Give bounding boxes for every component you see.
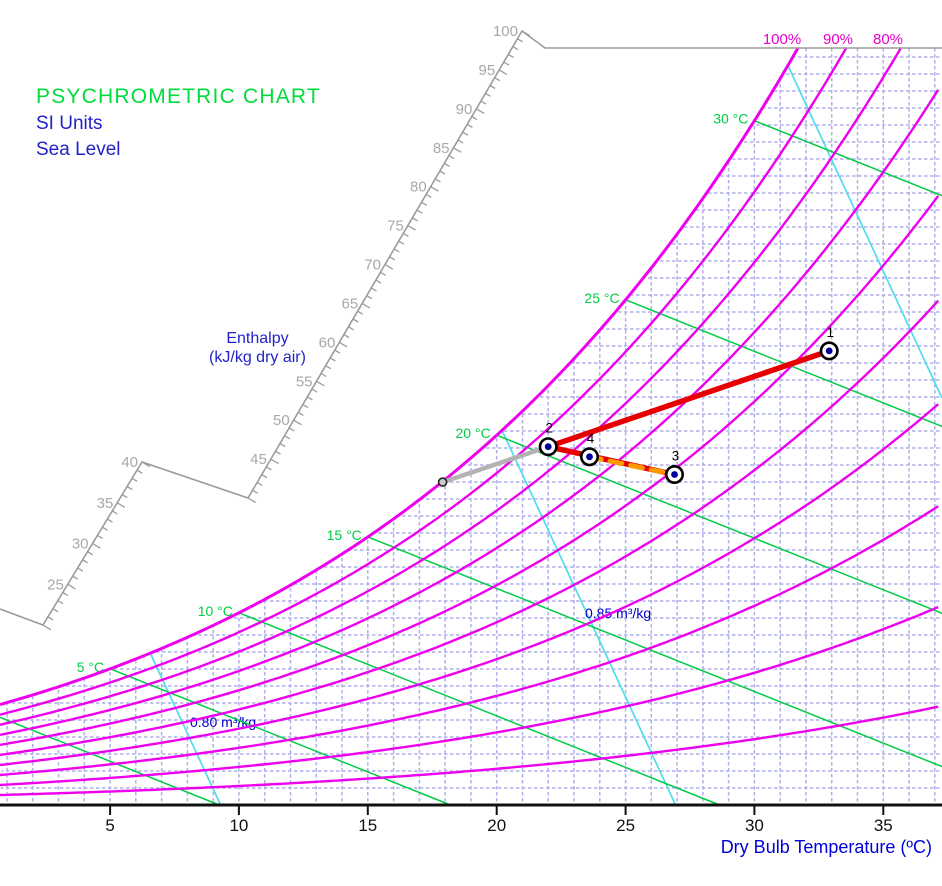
- wet-bulb-label: 20 °C: [456, 425, 491, 441]
- enthalpy-axis-label: Enthalpy (kJ/kg dry air): [165, 329, 350, 367]
- specific-volume-line-0.8: [149, 652, 222, 806]
- rh-curve-50: [0, 299, 940, 757]
- rh-curve-90: [0, 47, 848, 716]
- x-axis-tick-label: 35: [874, 816, 893, 835]
- x-axis: 5 10 15 20 25 30 35: [0, 803, 942, 835]
- state-point-label: 1: [826, 325, 834, 340]
- enthalpy-tick-label: 75: [387, 218, 404, 235]
- state-point-dot: [825, 347, 833, 355]
- enthalpy-tick-label: 25: [47, 576, 64, 593]
- rh-curve-40: [0, 403, 939, 767]
- state-point-4[interactable]: 4: [579, 431, 599, 467]
- rh-percent-label: 90%: [823, 31, 853, 48]
- state-point-start[interactable]: [437, 477, 448, 487]
- state-point-dot: [671, 471, 678, 478]
- x-axis-title: Dry Bulb Temperature (ºC): [720, 837, 932, 857]
- wet-bulb-line-0: [0, 716, 220, 806]
- rh-curve-30: [0, 505, 939, 777]
- process-line-start-2: [440, 444, 551, 485]
- enthalpy-tick-label: 80: [410, 179, 427, 196]
- wet-bulb-label: 15 °C: [327, 527, 362, 543]
- state-point-dot: [586, 453, 593, 461]
- wet-bulb-label: 30 °C: [713, 111, 748, 127]
- wet-bulb-line-25: [625, 299, 942, 428]
- state-point-2[interactable]: 2: [538, 421, 558, 457]
- rh-top-labels: 100% 90% 80%: [763, 31, 903, 48]
- enthalpy-tick-label: 90: [456, 101, 473, 118]
- state-points: 1 2 3 4: [437, 325, 839, 487]
- rh-curve-20: [0, 605, 939, 787]
- x-axis-tick-label: 25: [616, 816, 635, 835]
- enthalpy-axis-label-line2: (kJ/kg dry air): [209, 349, 306, 366]
- rh-curve-10: [0, 705, 939, 797]
- specific-volume-line-0.9: [786, 64, 942, 399]
- rh-percent-label: 80%: [873, 31, 903, 48]
- rh-curve-80: [0, 47, 902, 726]
- enthalpy-tick-label: 60: [319, 334, 336, 351]
- wet-bulb-line-20: [496, 434, 942, 614]
- wet-bulb-line-5: [109, 668, 451, 806]
- state-point-1[interactable]: 1: [819, 325, 839, 361]
- process-line-4-3: [587, 454, 677, 477]
- process-lines: [440, 348, 832, 485]
- subtitle-altitude: Sea Level: [36, 139, 121, 160]
- rh-percent-label: 100%: [763, 31, 801, 48]
- specific-volume-label: 0.85 m³/kg: [585, 605, 651, 621]
- enthalpy-tick-label: 70: [364, 257, 381, 274]
- wet-bulb-line-10: [238, 612, 720, 806]
- wet-bulb-label: 25 °C: [584, 290, 619, 306]
- state-point-label: 2: [545, 421, 553, 436]
- enthalpy-scale: 25 30 35 40 45 50 55 60 65 70 75 80 85 90 95 100: [0, 23, 942, 631]
- rh-curve-60: [0, 195, 940, 747]
- wet-bulb-label: 10 °C: [198, 603, 233, 619]
- enthalpy-tick-label: 50: [273, 412, 290, 429]
- state-point-label: 4: [587, 431, 595, 446]
- enthalpy-tick-label: 40: [121, 454, 138, 471]
- x-axis-tick-label: 15: [358, 816, 377, 835]
- enthalpy-axis-label-line1: Enthalpy: [226, 330, 289, 347]
- enthalpy-tick-label: 35: [97, 495, 114, 512]
- x-axis-tick-label: 5: [105, 816, 114, 835]
- wet-bulb-line-15: [367, 536, 942, 768]
- process-line-2-1: [545, 348, 832, 450]
- enthalpy-tick-label: 65: [342, 295, 359, 312]
- wet-bulb-line-30: [754, 120, 942, 197]
- enthalpy-tick-label: 30: [72, 536, 89, 553]
- enthalpy-tick-label: 95: [479, 62, 496, 79]
- subtitle-units: SI Units: [36, 113, 103, 134]
- x-axis-tick-label: 20: [487, 816, 506, 835]
- enthalpy-tick-label: 100: [493, 23, 518, 40]
- wet-bulb-label: 5 °C: [77, 659, 104, 675]
- specific-volume-line-0.85: [501, 429, 677, 806]
- enthalpy-tick-label: 45: [250, 451, 267, 468]
- page-title: PSYCHROMETRIC CHART: [36, 85, 321, 108]
- x-axis-tick-label: 10: [229, 816, 248, 835]
- rh-curve-70: [0, 89, 940, 736]
- state-point-dot: [544, 443, 552, 451]
- state-point-label: 3: [672, 449, 680, 464]
- state-point-3[interactable]: 3: [664, 449, 684, 484]
- enthalpy-tick-label: 55: [296, 373, 313, 390]
- enthalpy-tick-label: 85: [433, 140, 450, 157]
- x-axis-tick-label: 30: [745, 816, 764, 835]
- wet-bulb-lines: 5 °C 10 °C 15 °C 20 °C 25 °C 30 °C: [0, 111, 942, 806]
- rh-curves: [0, 47, 940, 797]
- rh-curve-100: [0, 47, 800, 707]
